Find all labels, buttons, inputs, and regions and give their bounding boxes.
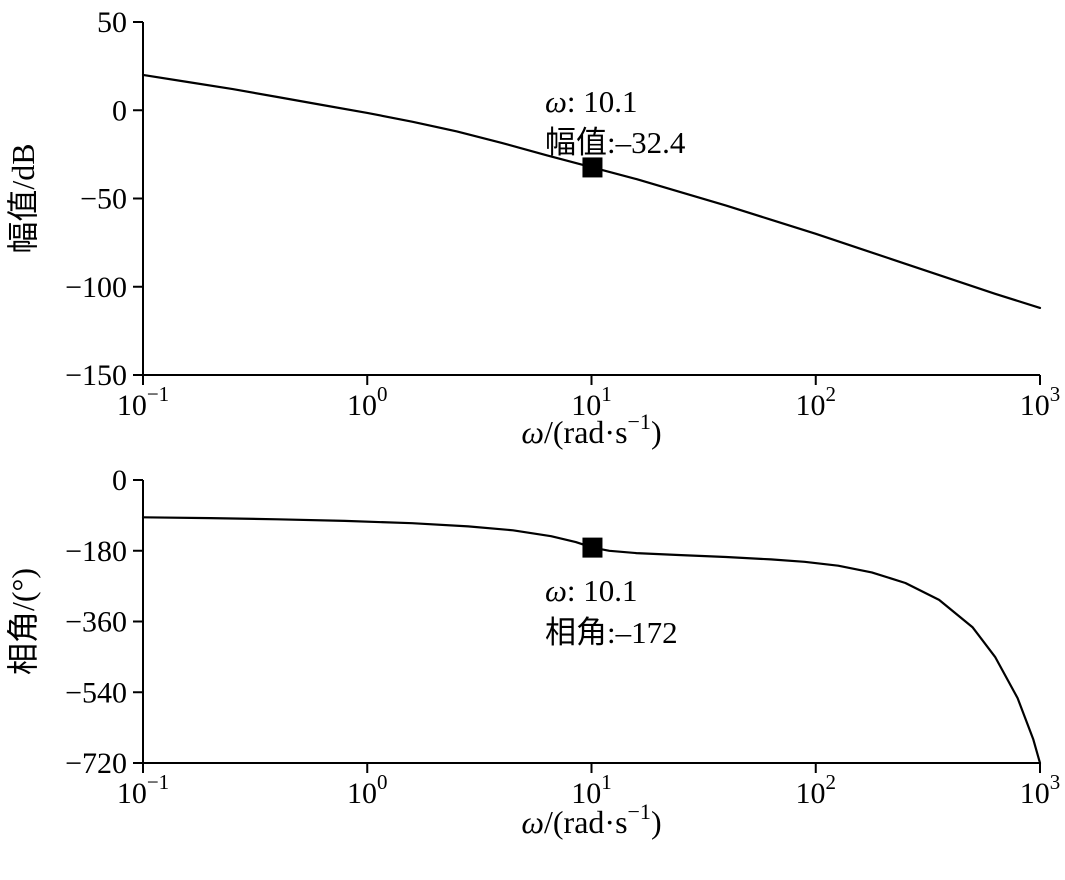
y-tick-label: −50	[80, 183, 127, 216]
x-tick-label: 102	[796, 770, 837, 810]
x-tick-label: 10−1	[117, 770, 169, 810]
x-axis-title: ω/(rad·s−1)	[521, 409, 661, 450]
x-tick-label: 103	[1020, 382, 1061, 422]
phase-curve	[141, 516, 1042, 765]
y-tick-label: 50	[97, 6, 127, 39]
y-tick-label: −540	[65, 676, 127, 709]
datatip-text-line: ω: 10.1	[545, 84, 638, 119]
x-tick-label: 101	[571, 770, 612, 810]
x-tick-label: 102	[796, 382, 837, 422]
datatip-text-line: ω: 10.1	[545, 573, 638, 608]
datatip-marker[interactable]	[582, 537, 603, 558]
datatip-text-line: 相角:–172	[545, 615, 678, 650]
y-tick-label: 0	[112, 94, 127, 127]
datatip-text-line: 幅值:–32.4	[545, 125, 686, 160]
y-tick-label: −100	[65, 271, 127, 304]
x-tick-label: 103	[1020, 770, 1061, 810]
x-tick-label: 101	[571, 382, 612, 422]
y-tick-label: −360	[65, 606, 127, 639]
y-axis-title: 幅值/dB	[5, 143, 41, 253]
y-tick-label: −180	[65, 535, 127, 568]
x-tick-label: 10−1	[117, 382, 169, 422]
axes	[142, 22, 1040, 376]
x-tick-label: 100	[347, 382, 388, 422]
y-tick-label: −150	[65, 359, 127, 392]
y-axis-title: 相角/(°)	[5, 568, 41, 675]
y-tick-label: −720	[65, 747, 127, 780]
datatip-marker[interactable]	[582, 157, 603, 178]
y-tick-label: 0	[112, 464, 127, 497]
x-axis-title: ω/(rad·s−1)	[521, 799, 661, 840]
x-tick-label: 100	[347, 770, 388, 810]
